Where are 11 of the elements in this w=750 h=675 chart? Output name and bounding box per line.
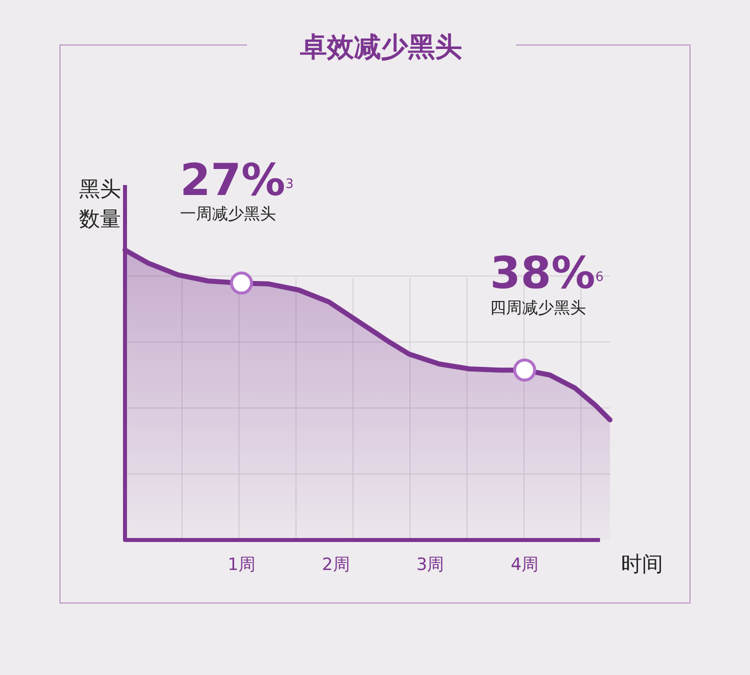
annotation: 四周减少黑头 xyxy=(490,298,586,317)
y-axis-title: 黑头数量 xyxy=(79,177,121,231)
x-tick-label: 3周 xyxy=(416,555,444,575)
title: 卓效减少黑头 xyxy=(300,32,462,63)
x-tick-label: 1周 xyxy=(228,555,256,575)
text: 一周减少黑头 xyxy=(180,204,276,223)
annotation: 38%$^{6}$ xyxy=(490,248,604,299)
x-tick-label: 2周 xyxy=(322,555,350,575)
x-axis-title: 时间 xyxy=(621,552,663,576)
x-tick-label: 4周 xyxy=(510,555,539,575)
text: 27%$^{3}$ xyxy=(180,155,294,206)
